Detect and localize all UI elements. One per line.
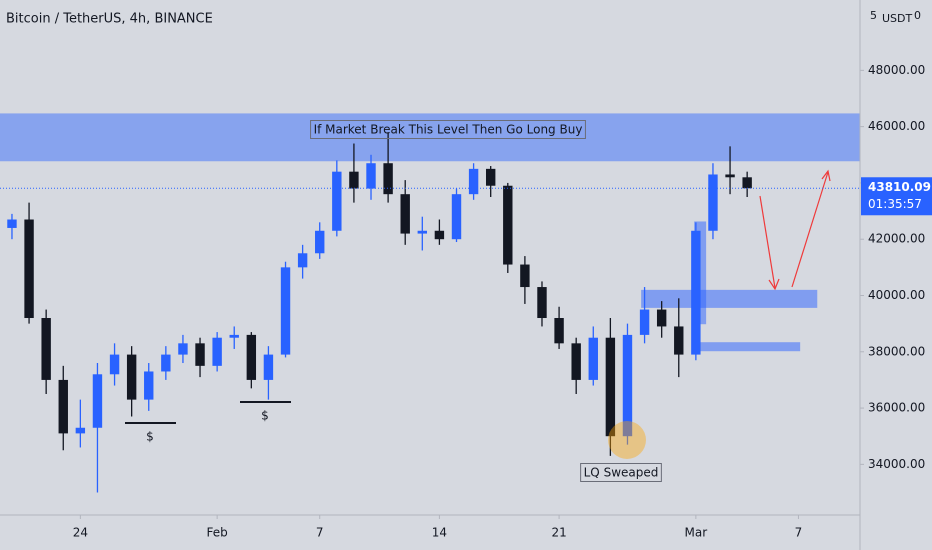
x-tick-label: Mar bbox=[685, 526, 708, 540]
candle-body bbox=[383, 163, 393, 195]
candle-body bbox=[451, 194, 462, 240]
arrows bbox=[759, 169, 831, 291]
candle-body bbox=[605, 337, 616, 437]
candle-body bbox=[297, 253, 308, 268]
candle-body bbox=[332, 171, 342, 231]
y-tick-label: 42000.00 bbox=[868, 232, 925, 246]
candle-body bbox=[144, 371, 154, 400]
candle-body bbox=[41, 318, 51, 380]
candle-body bbox=[195, 343, 205, 366]
candle-body bbox=[622, 334, 633, 437]
candle-body bbox=[229, 334, 239, 338]
x-tick-label: 7 bbox=[316, 526, 324, 540]
last-price-label: 43810.09 bbox=[868, 180, 931, 194]
annotation: $ bbox=[146, 430, 154, 444]
annotation-box bbox=[310, 120, 586, 139]
candle-body bbox=[656, 309, 667, 327]
annotation: $ bbox=[261, 409, 269, 423]
candle-body bbox=[503, 185, 513, 265]
candle-body bbox=[366, 163, 376, 189]
candle-body bbox=[246, 334, 257, 380]
annotation-box bbox=[580, 463, 662, 482]
zone bbox=[0, 113, 860, 162]
candle-body bbox=[434, 230, 445, 240]
last-price-box bbox=[861, 177, 932, 216]
zone bbox=[641, 289, 818, 308]
candle-body bbox=[212, 337, 222, 366]
annotation: If Market Break This Level Then Go Long … bbox=[314, 123, 583, 137]
candle-body bbox=[674, 326, 684, 355]
candle-body bbox=[468, 168, 479, 195]
corner-mark: 5 bbox=[870, 9, 877, 22]
candle-body bbox=[708, 174, 718, 231]
y-tick-label: 38000.00 bbox=[868, 344, 925, 358]
y-tick-label: 46000.00 bbox=[868, 119, 925, 133]
y-tick-label: 34000.00 bbox=[868, 457, 925, 471]
candle-body bbox=[520, 264, 530, 288]
x-tick-label: 24 bbox=[73, 526, 88, 540]
candle-body bbox=[417, 230, 428, 234]
y-tick-label: 36000.00 bbox=[868, 401, 925, 415]
y-tick-label: 48000.00 bbox=[868, 63, 925, 77]
candle-body bbox=[24, 219, 34, 319]
candle-body bbox=[554, 318, 564, 344]
candle-body bbox=[315, 230, 325, 254]
candle-body bbox=[280, 267, 291, 355]
candle-body bbox=[92, 374, 103, 428]
x-tick-label: 21 bbox=[551, 526, 566, 540]
candle-body bbox=[263, 354, 274, 380]
zone bbox=[695, 342, 801, 352]
annotation: LQ Sweaped bbox=[584, 466, 659, 480]
candle-body bbox=[742, 177, 752, 189]
currency: USDT bbox=[882, 12, 913, 25]
x-tick-label: 14 bbox=[432, 526, 447, 540]
candle-body bbox=[588, 337, 598, 380]
candle-body bbox=[58, 379, 68, 434]
candle-body bbox=[691, 230, 701, 355]
chart-title: Bitcoin / TetherUS, 4h, BINANCE bbox=[6, 12, 213, 27]
candle-body bbox=[571, 343, 581, 380]
candle-body bbox=[161, 354, 171, 372]
candle-body bbox=[639, 309, 650, 335]
plot-area bbox=[0, 113, 860, 493]
candle-body bbox=[109, 354, 120, 375]
candle-body bbox=[485, 168, 496, 186]
corner-mark: 0 bbox=[914, 9, 921, 22]
candle-body bbox=[75, 427, 86, 434]
sweep-highlight bbox=[608, 421, 646, 459]
candle-body bbox=[725, 174, 735, 178]
x-tick-label: 7 bbox=[795, 526, 803, 540]
candle-body bbox=[400, 194, 410, 234]
countdown: 01:35:57 bbox=[868, 197, 922, 211]
candle-body bbox=[178, 343, 188, 355]
candle-body bbox=[7, 219, 17, 228]
candle-body bbox=[126, 354, 137, 400]
candle-body bbox=[349, 171, 359, 189]
candle-body bbox=[537, 287, 547, 319]
x-tick-label: Feb bbox=[207, 526, 228, 540]
y-tick-label: 40000.00 bbox=[868, 288, 925, 302]
